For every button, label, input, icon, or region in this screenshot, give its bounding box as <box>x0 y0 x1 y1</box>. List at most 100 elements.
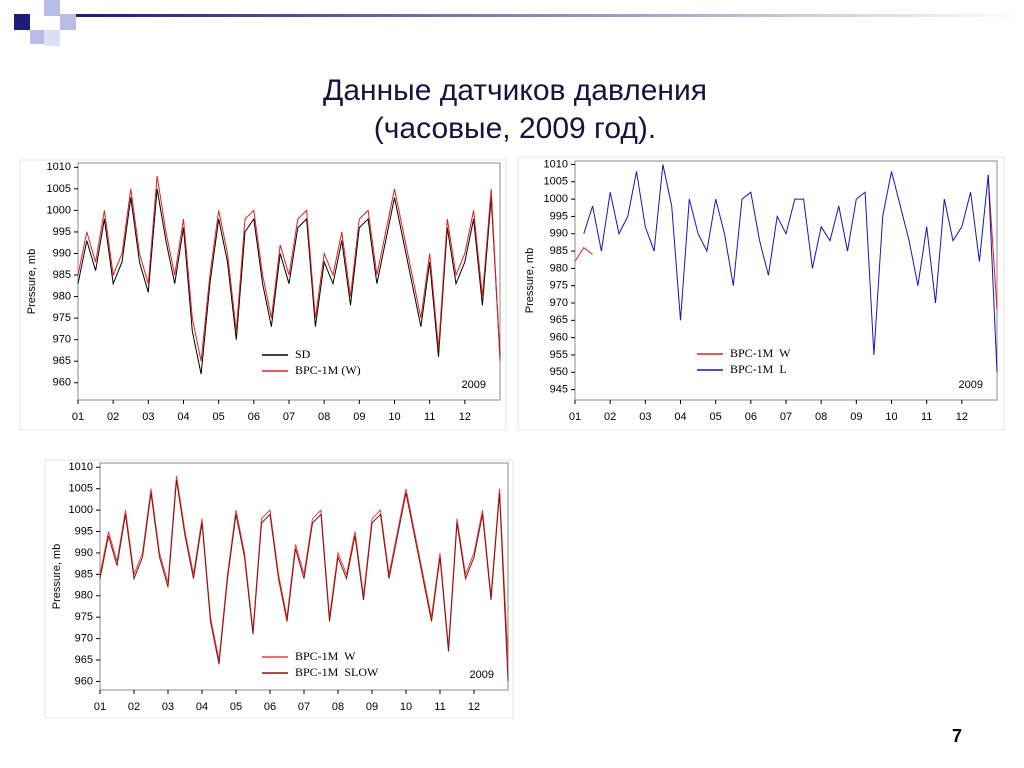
slide-title: Данные датчиков давления <box>323 74 707 107</box>
chart: 9459509559609659709759809859909951000100… <box>517 156 1005 431</box>
x-tick-label: 06 <box>248 411 260 423</box>
y-tick-label: 1000 <box>544 193 568 205</box>
y-tick-label: 960 <box>550 332 568 344</box>
y-tick-label: 1010 <box>47 161 71 173</box>
y-tick-label: 990 <box>550 228 568 240</box>
x-tick-label: 08 <box>318 411 330 423</box>
x-tick-label: 04 <box>674 411 686 423</box>
x-tick-label: 02 <box>107 411 119 423</box>
y-tick-label: 1005 <box>69 483 93 495</box>
y-tick-label: 1000 <box>47 204 71 216</box>
slide-subtitle: (часовые, 2009 год). <box>374 112 656 145</box>
x-tick-label: 07 <box>780 411 792 423</box>
decor-square <box>44 0 60 16</box>
y-tick-label: 965 <box>550 314 568 326</box>
x-tick-label: 09 <box>850 411 862 423</box>
x-tick-label: 04 <box>196 701 208 713</box>
y-tick-label: 975 <box>550 280 568 292</box>
series-line <box>99 480 509 682</box>
x-tick-label: 08 <box>815 411 827 423</box>
x-tick-label: 06 <box>745 411 757 423</box>
y-tick-label: 990 <box>75 547 93 559</box>
x-tick-label: 09 <box>366 701 378 713</box>
decor-square <box>44 30 60 46</box>
y-tick-label: 980 <box>550 262 568 274</box>
y-tick-label: 965 <box>53 355 71 367</box>
x-tick-label: 03 <box>639 411 651 423</box>
x-tick-label: 04 <box>177 411 189 423</box>
y-tick-label: 970 <box>550 297 568 309</box>
y-tick-label: 960 <box>75 675 93 687</box>
y-axis-label: Pressure, mb <box>26 249 38 314</box>
y-tick-label: 960 <box>53 377 71 389</box>
x-tick-label: 05 <box>710 411 722 423</box>
x-tick-label: 07 <box>298 701 310 713</box>
series-line <box>77 188 501 375</box>
x-tick-label: 02 <box>128 701 140 713</box>
x-tick-label: 12 <box>468 701 480 713</box>
plot-area <box>574 160 998 401</box>
decor-bar <box>76 14 1024 17</box>
legend-label: BPC-1M W <box>295 649 356 663</box>
legend-label: BPC-1M W <box>730 346 791 360</box>
y-tick-label: 995 <box>53 226 71 238</box>
y-tick-label: 970 <box>75 633 93 645</box>
y-tick-label: 955 <box>550 349 568 361</box>
page-number: 7 <box>952 726 962 746</box>
y-tick-label: 980 <box>53 290 71 302</box>
x-tick-label: 09 <box>353 411 365 423</box>
x-tick-label: 01 <box>72 411 84 423</box>
y-tick-label: 1010 <box>544 158 568 170</box>
x-tick-label: 07 <box>283 411 295 423</box>
annotation: 2009 <box>470 669 494 681</box>
y-tick-label: 1010 <box>69 461 93 473</box>
legend-label: BPC-1M SLOW <box>295 665 379 679</box>
x-tick-label: 06 <box>264 701 276 713</box>
decor-square <box>60 14 76 30</box>
x-tick-label: 11 <box>434 701 445 713</box>
legend-label: BPC-1M L <box>730 362 787 376</box>
series-line <box>583 164 998 373</box>
annotation: 2009 <box>959 379 983 391</box>
decor-square <box>30 30 44 44</box>
y-tick-label: 995 <box>75 525 93 537</box>
y-tick-label: 985 <box>75 568 93 580</box>
y-axis-label: Pressure, mb <box>524 248 536 313</box>
x-tick-label: 01 <box>569 411 581 423</box>
y-tick-label: 965 <box>75 654 93 666</box>
y-tick-label: 945 <box>550 384 568 396</box>
x-tick-label: 01 <box>94 701 106 713</box>
y-tick-label: 970 <box>53 334 71 346</box>
x-tick-label: 10 <box>388 411 400 423</box>
y-tick-label: 1005 <box>544 176 568 188</box>
y-tick-label: 980 <box>75 590 93 602</box>
x-tick-label: 05 <box>230 701 242 713</box>
y-tick-label: 985 <box>53 269 71 281</box>
y-tick-label: 975 <box>53 312 71 324</box>
legend-label: BPC-1M (W) <box>295 363 361 377</box>
x-tick-label: 11 <box>921 411 932 423</box>
y-tick-label: 985 <box>550 245 568 257</box>
y-tick-label: 950 <box>550 366 568 378</box>
x-tick-label: 03 <box>142 411 154 423</box>
y-tick-label: 990 <box>53 247 71 259</box>
decor-square <box>14 14 30 30</box>
series-line <box>77 175 501 362</box>
x-tick-label: 11 <box>424 411 435 423</box>
x-tick-label: 05 <box>213 411 225 423</box>
y-tick-label: 1005 <box>47 183 71 195</box>
x-tick-label: 12 <box>956 411 968 423</box>
x-tick-label: 02 <box>604 411 616 423</box>
annotation: 2009 <box>462 379 486 391</box>
x-tick-label: 10 <box>885 411 897 423</box>
y-tick-label: 975 <box>75 611 93 623</box>
y-tick-label: 1000 <box>69 504 93 516</box>
x-tick-label: 03 <box>162 701 174 713</box>
legend-label: SD <box>295 347 311 361</box>
x-tick-label: 10 <box>400 701 412 713</box>
x-tick-label: 08 <box>332 701 344 713</box>
